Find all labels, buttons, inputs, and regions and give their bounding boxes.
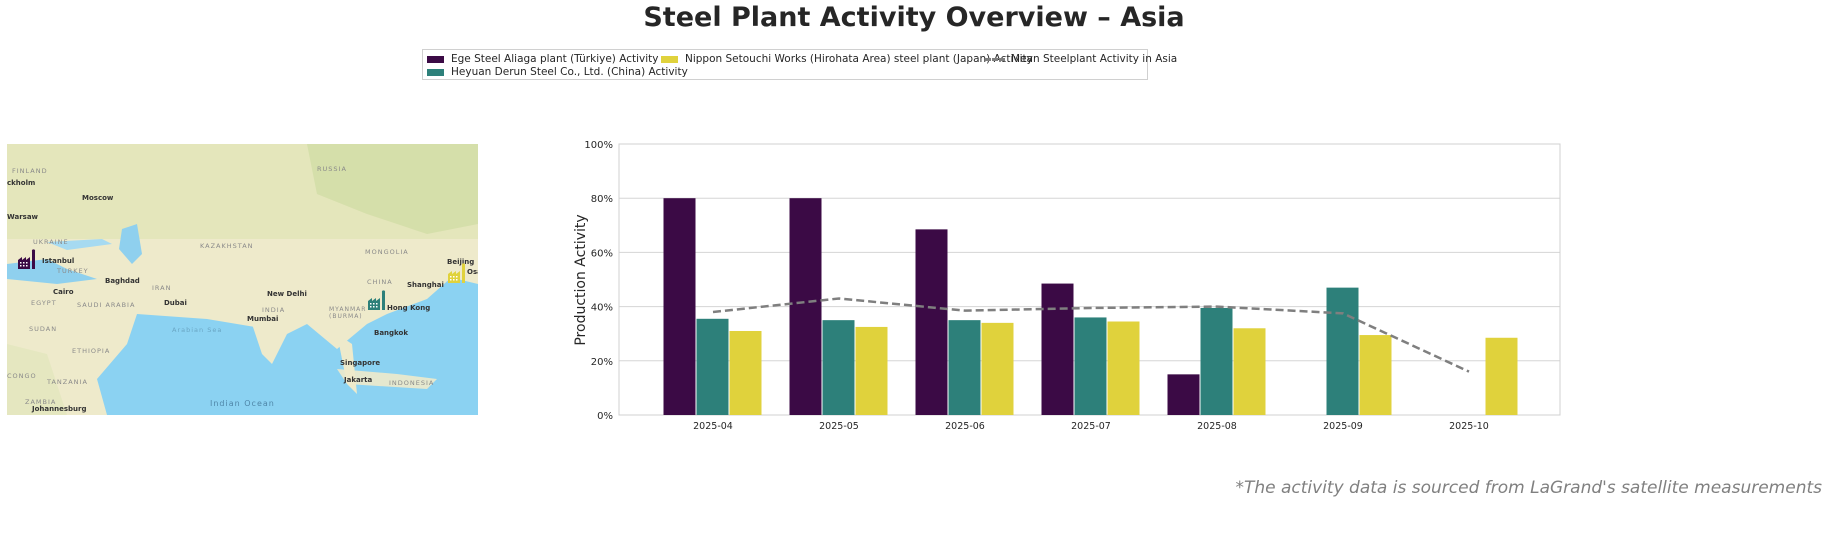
legend-swatch [661, 55, 678, 63]
bar [663, 198, 696, 415]
bar [1167, 374, 1200, 415]
bar [948, 320, 981, 415]
map-label: Beijing [447, 258, 475, 266]
bar [1233, 328, 1266, 415]
y-tick-label: 80% [591, 194, 613, 205]
factory-icon[interactable] [447, 262, 469, 284]
map-label: RUSSIA [317, 165, 347, 173]
legend-item-ege: Ege Steel Aliaga plant (Türkiye) Activit… [427, 53, 658, 65]
map-label: UKRAINE [33, 238, 69, 246]
map-label: IRAN [152, 284, 172, 292]
bar [981, 322, 1014, 415]
map-label: CONGO [7, 372, 37, 380]
map-basemap [7, 144, 478, 415]
y-tick-label: 100% [584, 140, 613, 151]
page-title: Steel Plant Activity Overview – Asia [643, 2, 1185, 33]
x-tick-label: 2025-05 [819, 421, 859, 432]
factory-icon[interactable] [367, 289, 389, 311]
legend-label: Nippon Setouchi Works (Hirohata Area) st… [685, 53, 1033, 65]
map-label: TANZANIA [47, 378, 88, 386]
bar [1200, 307, 1233, 415]
map-label: Dubai [164, 299, 187, 307]
map-label: MYANMAR (BURMA) [329, 306, 367, 320]
legend-item-nippon: Nippon Setouchi Works (Hirohata Area) st… [661, 53, 1033, 65]
legend-label: Ege Steel Aliaga plant (Türkiye) Activit… [451, 53, 659, 65]
map-label: Osaka [467, 268, 478, 276]
map-label: Johannesburg [32, 405, 87, 413]
y-tick-label: 60% [591, 248, 613, 259]
x-tick-label: 2025-04 [693, 421, 733, 432]
y-tick-label: 20% [591, 357, 613, 368]
map-label: Bangkok [374, 329, 408, 337]
bar [696, 318, 729, 415]
map-label: TURKEY [57, 267, 89, 275]
legend: Ege Steel Aliaga plant (Türkiye) Activit… [422, 49, 1177, 80]
map-label: EGYPT [31, 299, 57, 307]
legend-dash [985, 57, 1005, 61]
map-label: Indian Ocean [210, 399, 275, 408]
x-tick-label: 2025-10 [1449, 421, 1489, 432]
map-label: Hong Kong [387, 304, 431, 312]
y-tick-label: 40% [591, 303, 613, 314]
map-label: MONGOLIA [365, 248, 409, 256]
map-label: Cairo [53, 288, 74, 296]
bar [1485, 337, 1518, 415]
map-label: ZAMBIA [25, 398, 57, 406]
map-label: Mumbai [247, 315, 279, 323]
map-label: ckholm [7, 179, 36, 187]
legend-item-mean: Mean Steelplant Activity in Asia [985, 53, 1177, 65]
map-label: Shanghai [407, 281, 444, 289]
bar [822, 320, 855, 415]
x-tick-label: 2025-06 [945, 421, 985, 432]
x-tick-label: 2025-08 [1197, 421, 1237, 432]
factory-icon[interactable] [17, 248, 39, 270]
y-tick-label: 0% [597, 411, 613, 422]
map-label: CHINA [367, 278, 393, 286]
map-label: Moscow [82, 194, 114, 202]
map-label: New Delhi [267, 290, 307, 298]
map-label: KAZAKHSTAN [200, 242, 254, 250]
bar [1041, 283, 1074, 415]
bar [1359, 335, 1392, 415]
bar [1107, 321, 1140, 415]
map-label: FINLAND [12, 167, 48, 175]
map-label: ETHIOPIA [72, 347, 111, 355]
bar [729, 330, 762, 415]
map-label: Warsaw [7, 213, 39, 221]
map-label: Istanbul [42, 257, 75, 265]
map-label: INDIA [262, 306, 286, 314]
mean-line [712, 297, 1470, 373]
legend-swatch [427, 68, 444, 76]
bar [789, 198, 822, 415]
x-tick-label: 2025-07 [1071, 421, 1111, 432]
bar [915, 229, 948, 415]
legend-label: Heyuan Derun Steel Co., Ltd. (China) Act… [451, 66, 688, 78]
map-label: Jakarta [344, 376, 373, 384]
bar [1074, 317, 1107, 415]
legend-item-heyuan: Heyuan Derun Steel Co., Ltd. (China) Act… [427, 66, 688, 78]
map-label: Baghdad [105, 277, 140, 285]
map-label: Singapore [340, 359, 381, 367]
x-tick-label: 2025-09 [1323, 421, 1363, 432]
y-axis-label: Production Activity [573, 214, 589, 345]
footnote: *The activity data is sourced from LaGra… [1235, 478, 1822, 498]
legend-swatch [427, 55, 444, 63]
bar [1326, 287, 1359, 415]
map-label: INDONESIA [389, 379, 435, 387]
bar [855, 326, 888, 415]
map-label: SAUDI ARABIA [77, 301, 136, 309]
map[interactable]: FINLAND ckholm Moscow Warsaw UKRAINE KAZ… [7, 144, 478, 415]
legend-label: Mean Steelplant Activity in Asia [1011, 53, 1178, 65]
map-label: Arabian Sea [172, 326, 223, 334]
map-label: SUDAN [29, 325, 58, 333]
